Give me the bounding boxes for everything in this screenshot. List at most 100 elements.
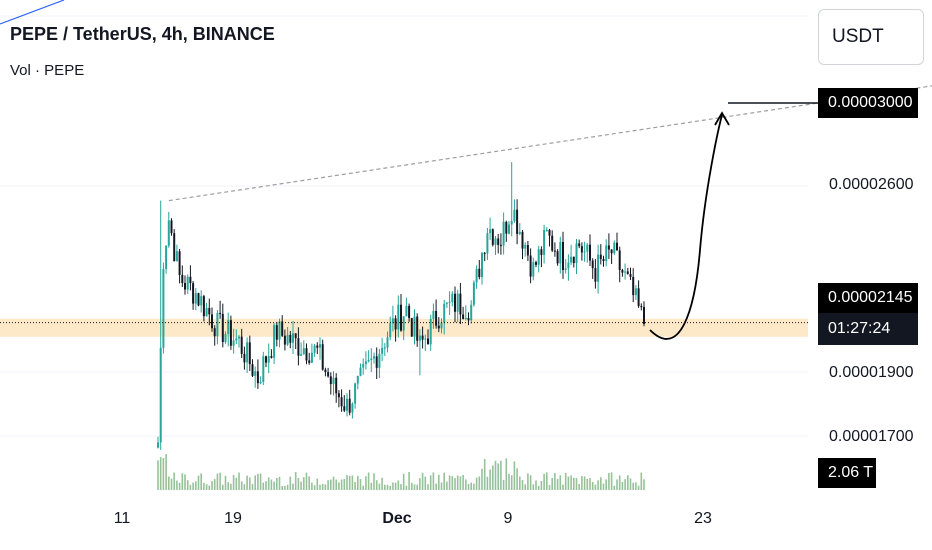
- candle: [165, 245, 168, 274]
- volume-bar: [432, 472, 435, 490]
- candle: [402, 316, 405, 341]
- candle: [316, 342, 319, 355]
- candle: [267, 343, 270, 374]
- volume-bar: [567, 476, 570, 490]
- candle: [526, 240, 529, 262]
- volume-bar: [219, 472, 221, 490]
- candle: [248, 335, 251, 371]
- candle: [416, 313, 419, 347]
- candle: [300, 342, 303, 356]
- candle: [497, 233, 500, 254]
- volume-bar: [162, 458, 165, 490]
- volume-bar: [424, 476, 427, 490]
- candle: [643, 301, 645, 327]
- volume-bar: [510, 475, 513, 490]
- candle: [481, 251, 483, 285]
- volume-bar: [419, 478, 421, 490]
- candle: [208, 298, 211, 326]
- volume-bar: [348, 475, 351, 490]
- candle: [578, 239, 581, 249]
- volume-bar: [573, 477, 575, 490]
- volume-bar: [486, 476, 489, 490]
- candle: [186, 274, 189, 294]
- candle: [289, 330, 292, 349]
- volume-bar: [178, 482, 181, 490]
- candle: [216, 310, 219, 345]
- volume-bar: [427, 484, 429, 490]
- volume-bar: [513, 461, 516, 490]
- candle: [281, 315, 284, 337]
- volume-bar: [367, 472, 370, 490]
- volume-bar: [270, 479, 273, 490]
- x-tick-label: Dec: [382, 510, 412, 527]
- volume-bar: [343, 479, 346, 490]
- volume-bar: [624, 479, 626, 490]
- volume-bar: [556, 478, 559, 490]
- candle: [364, 351, 367, 370]
- volume-bar: [610, 472, 613, 490]
- candle: [475, 265, 478, 289]
- volume-bar: [340, 479, 343, 490]
- candle: [470, 300, 473, 324]
- target-price-tag: 0.00003000: [818, 88, 918, 118]
- candle: [594, 259, 597, 289]
- volume-bar: [216, 473, 219, 490]
- volume-bar: [446, 481, 448, 490]
- volume-bar: [494, 460, 497, 490]
- candle: [205, 302, 208, 317]
- volume-bar: [254, 475, 256, 490]
- y-tick-label: 0.00001900: [829, 364, 914, 381]
- candles: [157, 162, 645, 450]
- volume-bar: [192, 482, 194, 490]
- candle: [348, 389, 351, 416]
- candle: [159, 200, 162, 450]
- candle: [629, 267, 632, 281]
- candle: [297, 327, 300, 366]
- volume-bar: [386, 484, 389, 490]
- volume-bar: [351, 475, 354, 490]
- volume-bar: [613, 485, 616, 490]
- volume-bar: [489, 469, 491, 490]
- candle: [224, 331, 227, 344]
- volume-bar: [324, 484, 327, 490]
- candle: [343, 395, 346, 413]
- candle: [310, 343, 313, 364]
- volume-bar: [327, 480, 329, 490]
- candle: [329, 372, 332, 395]
- candle: [302, 340, 305, 355]
- volume-bar: [478, 476, 481, 490]
- volume-bar: [273, 481, 275, 490]
- candle: [238, 334, 240, 348]
- candle: [251, 359, 254, 377]
- volume-bar: [257, 473, 259, 490]
- candle: [197, 292, 200, 307]
- candle: [459, 282, 462, 325]
- volume-bar: [546, 472, 548, 490]
- volume-bar: [186, 480, 189, 490]
- candle: [424, 334, 427, 351]
- volume-bar: [502, 479, 505, 490]
- candle: [175, 244, 178, 262]
- volume-bar: [429, 475, 432, 490]
- volume-bar: [586, 478, 589, 490]
- candle: [637, 280, 640, 308]
- candle: [346, 393, 348, 417]
- candle: [162, 262, 165, 354]
- volume-bar: [475, 477, 478, 490]
- candle: [340, 389, 343, 412]
- candle: [240, 328, 243, 359]
- volume-bar: [300, 481, 302, 490]
- volume-bar: [359, 479, 362, 490]
- candle: [170, 218, 173, 236]
- currency-button[interactable]: USDT: [818, 9, 924, 65]
- candle: [626, 267, 629, 275]
- candle: [537, 245, 540, 273]
- volume-bar: [208, 485, 211, 490]
- candle: [227, 312, 230, 347]
- candle: [157, 436, 159, 449]
- volume-bar: [435, 483, 437, 490]
- volume-bar: [597, 480, 599, 490]
- candle: [605, 239, 608, 267]
- candle: [602, 255, 605, 267]
